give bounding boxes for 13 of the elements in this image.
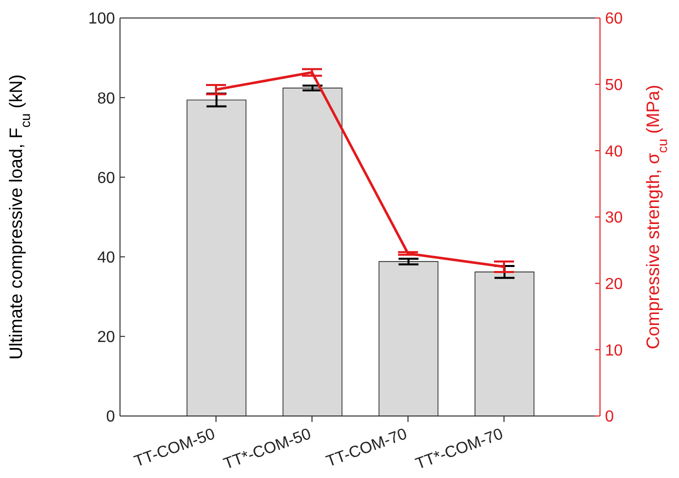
y2-tick-label: 60 <box>605 10 623 28</box>
y-tick-label: 40 <box>97 249 116 266</box>
y2-tick-label: 0 <box>605 408 614 426</box>
y2-tick-label: 40 <box>605 143 623 160</box>
y2-tick-label: 50 <box>605 77 623 94</box>
y-tick-label: 100 <box>88 10 116 28</box>
y2-tick-label: 10 <box>605 342 623 360</box>
y-tick-label: 60 <box>97 170 116 187</box>
y2-tick-label: 30 <box>605 210 623 227</box>
y-tick-label: 0 <box>106 408 116 426</box>
y-tick-label: 80 <box>97 90 116 108</box>
y-tick-label: 20 <box>97 329 116 346</box>
y2-tick-label: 20 <box>605 276 623 294</box>
